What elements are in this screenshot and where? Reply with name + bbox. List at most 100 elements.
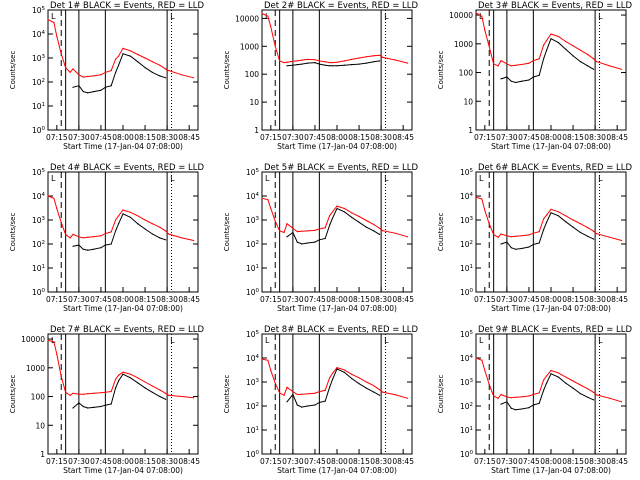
x-tick-label: 08:30 (584, 457, 606, 466)
y-tick-label: 102 (460, 240, 473, 249)
lld-data-point (373, 385, 375, 387)
events-data-point (137, 223, 139, 225)
x-axis-label: Start Time (17-Jan-04 07:08:00) (63, 142, 183, 151)
x-tick-label: 07:15 (260, 133, 282, 142)
panel-det-7: Det 7# BLACK = Events, RED = LLD 1 10 100 10… (9, 325, 205, 475)
events-series-line (500, 37, 594, 84)
lld-data-point (407, 62, 409, 64)
plot-frame (475, 9, 627, 131)
y-axis-label: Counts/sec (437, 375, 445, 414)
lld-data-point (621, 68, 623, 70)
lld-data-point (286, 61, 288, 63)
x-tick-label: 07:15 (474, 295, 496, 304)
lld-data-point (521, 235, 523, 237)
events-data-point (151, 71, 153, 73)
lld-data-point (87, 236, 89, 238)
lld-data-point (159, 64, 161, 66)
y-tick-label: 103 (32, 54, 46, 63)
lld-data-point (546, 39, 548, 42)
events-data-point (314, 241, 316, 243)
lld-data-point (481, 198, 483, 200)
corner-flag-right: L (598, 174, 603, 183)
corner-flag-right: L (384, 174, 389, 183)
corner-flag-left: L (265, 174, 270, 183)
events-data-point (572, 55, 574, 57)
lld-data-point (493, 63, 495, 65)
lld-data-point (47, 195, 49, 197)
lld-data-point (181, 237, 183, 239)
lld-data-point (181, 74, 183, 76)
events-data-point (151, 233, 153, 235)
events-data-point (301, 406, 303, 408)
x-tick-label: 08:15 (348, 457, 370, 466)
y-tick-label: 100 (459, 69, 474, 78)
lld-data-point (267, 15, 269, 17)
lld-data-point (380, 229, 382, 231)
lld-data-point (532, 60, 535, 62)
lld-data-point (565, 376, 567, 378)
events-data-point (296, 64, 298, 66)
lld-data-point (129, 211, 131, 213)
lld-data-point (538, 231, 540, 233)
events-data-point (318, 63, 320, 65)
events-data-point (343, 371, 345, 373)
events-data-point (100, 405, 102, 408)
corner-flag-left: L (51, 336, 56, 345)
lld-data-point (329, 215, 331, 217)
lld-data-point (100, 392, 102, 394)
events-data-point (165, 398, 167, 400)
y-axis-label: Counts/sec (437, 213, 445, 252)
lld-data-point (543, 218, 545, 220)
lld-data-point (168, 69, 170, 72)
events-data-point (579, 393, 582, 395)
events-data-point (87, 92, 89, 94)
events-data-point (565, 382, 567, 384)
lld-data-point (307, 393, 309, 395)
x-tick-label: 08:45 (392, 457, 414, 466)
lld-data-point (609, 236, 611, 238)
lld-data-point (137, 377, 139, 379)
y-tick-label: 104 (32, 192, 46, 201)
events-data-point (314, 404, 316, 406)
y-tick-label: 10 (463, 97, 473, 106)
events-data-point (332, 65, 334, 67)
lld-data-point (343, 369, 345, 371)
lld-data-point (506, 235, 508, 237)
y-tick-label: 101 (246, 426, 259, 435)
lld-data-point (301, 59, 303, 61)
events-data-point (115, 71, 117, 73)
events-data-point (500, 78, 502, 80)
lld-data-point (283, 231, 285, 234)
lld-data-point (488, 223, 490, 225)
y-tick-label: 102 (246, 402, 259, 411)
lld-data-point (65, 391, 67, 393)
lld-data-point (500, 393, 502, 396)
events-data-point (351, 377, 353, 380)
events-data-point (324, 400, 326, 402)
lld-data-point (481, 15, 483, 17)
lld-data-point (532, 232, 535, 234)
lld-data-point (82, 393, 84, 395)
corner-flag-right: L (170, 12, 175, 21)
lld-data-point (65, 67, 67, 69)
events-data-point (521, 247, 523, 250)
lld-data-point (621, 239, 623, 242)
lld-data-point (510, 397, 512, 399)
lld-data-point (521, 396, 523, 398)
lld-data-point (279, 392, 281, 394)
x-tick-label: 08:00 (112, 295, 134, 304)
events-data-point (532, 404, 535, 406)
x-tick-label: 07:45 (518, 295, 540, 304)
events-data-point (87, 407, 89, 409)
y-tick-label: 105 (32, 168, 46, 177)
y-tick-label: 100 (246, 450, 260, 459)
corner-flag-right: L (384, 336, 389, 345)
lld-data-point (104, 391, 106, 393)
events-data-point (543, 389, 545, 391)
events-data-point (510, 247, 512, 249)
lld-data-point (69, 71, 71, 73)
x-tick-label: 07:45 (518, 133, 540, 142)
events-data-point (510, 80, 512, 82)
lld-data-point (506, 63, 508, 65)
y-tick-label: 10000 (21, 335, 45, 344)
